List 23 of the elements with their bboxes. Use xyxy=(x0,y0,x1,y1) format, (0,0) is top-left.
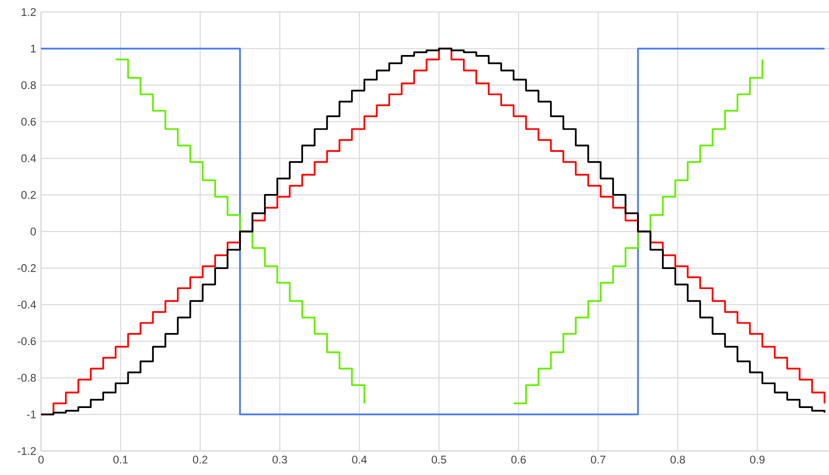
y-tick-label: 0.2 xyxy=(21,191,36,199)
y-tick-label: -0.2 xyxy=(18,264,36,272)
y-tick-label: -0.8 xyxy=(18,374,36,382)
y-tick-label: -0.6 xyxy=(18,337,36,346)
x-tick-label: 0.8 xyxy=(670,456,685,464)
x-tick-label: 0.3 xyxy=(272,456,287,464)
y-tick-label: -1 xyxy=(26,410,36,418)
y-tick-label: 0 xyxy=(30,228,36,236)
y-tick-label: 0.6 xyxy=(21,118,36,126)
y-tick-label: -0.4 xyxy=(18,300,36,309)
x-tick-label: 0.2 xyxy=(192,456,208,464)
x-tick-label: 0 xyxy=(38,456,44,464)
y-tick-label: 1 xyxy=(30,44,36,52)
x-tick-label: 0.4 xyxy=(352,456,367,464)
y-tick-label: 1.2 xyxy=(22,8,36,16)
y-tick-label: 0.4 xyxy=(21,154,36,162)
x-tick-label: 0.1 xyxy=(113,456,128,464)
x-tick-label: 0.7 xyxy=(590,456,606,464)
x-tick-label: 0.5 xyxy=(432,456,446,464)
y-tick-label: 0.8 xyxy=(21,81,36,90)
y-tick-label: -1.2 xyxy=(18,447,36,455)
x-tick-label: 0.6 xyxy=(511,456,526,464)
x-tick-label: 0.9 xyxy=(750,456,765,464)
